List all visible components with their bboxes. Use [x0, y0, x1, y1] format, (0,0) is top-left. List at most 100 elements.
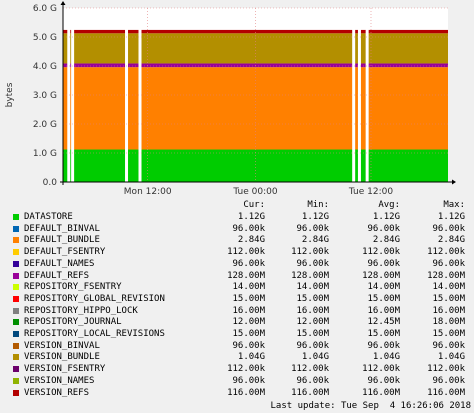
legend-value-max: 96.00k [432, 375, 465, 386]
legend-series-name: DEFAULT_REFS [24, 270, 90, 281]
legend-value-cur: 14.00M [232, 282, 265, 293]
legend-value-avg: 96.00k [367, 375, 400, 386]
legend-row: DEFAULT_REFS 128.00M 128.00M 128.00M 128.00M [0, 270, 474, 282]
legend-value-max: 96.00k [432, 223, 465, 234]
legend-row: REPOSITORY_HIPPO_LOCK 16.00M 16.00M 16.00M 1… [0, 305, 474, 317]
legend-value-avg: 2.84G [372, 235, 400, 246]
legend-value-cur: 112.00k [227, 247, 265, 258]
legend-value-avg: 15.00M [367, 329, 400, 339]
legend-row: REPOSITORY_FSENTRY 14.00M 14.00M 14.00M 14.0… [0, 281, 474, 293]
data-gap [357, 8, 361, 182]
legend-series-name: DEFAULT_FSENTRY [24, 247, 106, 258]
legend-value-min: 116.00M [291, 387, 329, 398]
legend-value-avg: 1.04G [372, 352, 400, 363]
legend-swatch [13, 342, 19, 349]
plot-area: 0.0 1.0 G 2.0 G 3.0 G 4.0 G 5.0 G 6.0 G Mon 12:… [5, 1, 456, 197]
legend-value-min: 12.00M [296, 317, 329, 328]
legend-value-avg: 15.00M [367, 293, 400, 304]
x-tick-label: Tue 00:00 [232, 187, 277, 197]
legend-series-name: DEFAULT_NAMES [24, 258, 95, 269]
legend-series-name: DATASTORE [24, 212, 73, 222]
header-min: Min: [307, 200, 329, 210]
legend-value-cur: 96.00k [232, 258, 265, 269]
legend-series-name: VERSION_REFS [24, 387, 90, 398]
legend-swatch [13, 319, 19, 326]
legend-value-min: 96.00k [296, 340, 329, 351]
legend-value-avg: 116.00M [362, 387, 400, 398]
legend-value-avg: 96.00k [367, 340, 400, 351]
legend-swatch [13, 389, 19, 396]
legend-row: VERSION_NAMES 96.00k 96.00k 96.00k 96.00k [0, 375, 474, 387]
legend-value-max: 1.04G [437, 352, 465, 363]
legend-swatch [13, 260, 19, 267]
legend-row: VERSION_BUNDLE 1.04G 1.04G 1.04G 1.04G [0, 351, 474, 363]
legend-value-cur: 116.00M [227, 387, 265, 398]
legend-row: DATASTORE 1.12G 1.12G 1.12G 1.12G [0, 211, 474, 223]
area-version-refs [63, 29, 448, 34]
legend-swatch [13, 354, 19, 361]
legend-swatch [13, 214, 19, 220]
legend-value-min: 2.84G [301, 235, 329, 246]
legend-value-min: 14.00M [296, 282, 329, 293]
data-gap [365, 8, 369, 182]
area-datastore [63, 149, 448, 182]
legend-value-max: 14.00M [432, 282, 465, 293]
legend-series-name: DEFAULT_BINVAL [24, 223, 100, 234]
legend-value-cur: 16.00M [232, 305, 265, 316]
legend-swatch [13, 249, 19, 256]
legend-series-name: VERSION_FSENTRY [24, 364, 106, 375]
legend-series-name: REPOSITORY_JOURNAL [24, 317, 122, 328]
legend-value-min: 96.00k [296, 375, 329, 386]
data-gap [352, 8, 356, 182]
y-tick-label: 6.0 G [33, 4, 57, 14]
legend-swatch [13, 331, 19, 337]
legend-value-max: 1.12G [437, 212, 465, 222]
legend-row: REPOSITORY_JOURNAL 12.00M 12.00M 12.45M 18.0… [0, 316, 474, 328]
legend-swatch [13, 237, 19, 244]
legend-value-cur: 12.00M [232, 317, 265, 328]
legend-value-max: 116.00M [427, 387, 465, 398]
legend-row: DEFAULT_BUNDLE 2.84G 2.84G 2.84G 2.84G [0, 234, 474, 246]
legend-row: VERSION_BINVAL 96.00k 96.00k 96.00k 96.00k [0, 340, 474, 352]
legend-value-max: 112.00k [427, 364, 465, 375]
legend-value-cur: 96.00k [232, 375, 265, 386]
legend-row: REPOSITORY_GLOBAL_REVISION 15.00M 15.00M 15… [0, 293, 474, 305]
legend-value-min: 112.00k [291, 247, 329, 258]
legend-value-min: 15.00M [296, 329, 329, 339]
legend-series-name: VERSION_BINVAL [24, 340, 100, 351]
legend-value-min: 15.00M [296, 293, 329, 304]
legend-value-avg: 12.45M [367, 317, 400, 328]
legend-value-max: 15.00M [432, 293, 465, 304]
legend-value-min: 16.00M [296, 305, 329, 316]
y-axis-arrow [60, 1, 66, 5]
legend-series-name: VERSION_BUNDLE [24, 352, 100, 363]
legend-series-name: REPOSITORY_HIPPO_LOCK [24, 305, 138, 316]
legend-swatch [13, 377, 19, 384]
legend-value-cur: 96.00k [232, 223, 265, 234]
legend-value-min: 112.00k [291, 364, 329, 375]
y-tick-label: 3.0 G [33, 91, 57, 101]
legend-series-name: REPOSITORY_FSENTRY [24, 282, 122, 293]
legend-swatch [13, 225, 19, 232]
legend-value-max: 15.00M [432, 329, 465, 339]
legend-value-max: 112.00k [427, 247, 465, 258]
legend-value-avg: 128.00M [362, 270, 400, 281]
legend-value-min: 96.00k [296, 223, 329, 234]
last-update: Last update: Tue Sep 4 16:26:06 2018 [270, 401, 471, 411]
legend-value-max: 96.00k [432, 258, 465, 269]
legend-value-avg: 112.00k [362, 247, 400, 258]
header-cur: Cur: [243, 200, 265, 210]
y-tick-label: 0.0 [43, 178, 58, 188]
legend-value-avg: 96.00k [367, 258, 400, 269]
y-tick-label: 4.0 G [33, 62, 57, 72]
legend-value-cur: 112.00k [227, 364, 265, 375]
legend-row: VERSION_REFS 116.00M 116.00M 116.00M 116.00M [0, 387, 474, 399]
y-tick-label: 2.0 G [33, 120, 57, 130]
legend-value-cur: 15.00M [232, 293, 265, 304]
legend-value-max: 16.00M [432, 305, 465, 316]
legend-row: DEFAULT_FSENTRY 112.00k 112.00k 112.00k 112.… [0, 246, 474, 258]
legend-swatch [13, 284, 19, 291]
legend-swatch [13, 272, 19, 279]
y-tick-label: 1.0 G [33, 149, 57, 159]
